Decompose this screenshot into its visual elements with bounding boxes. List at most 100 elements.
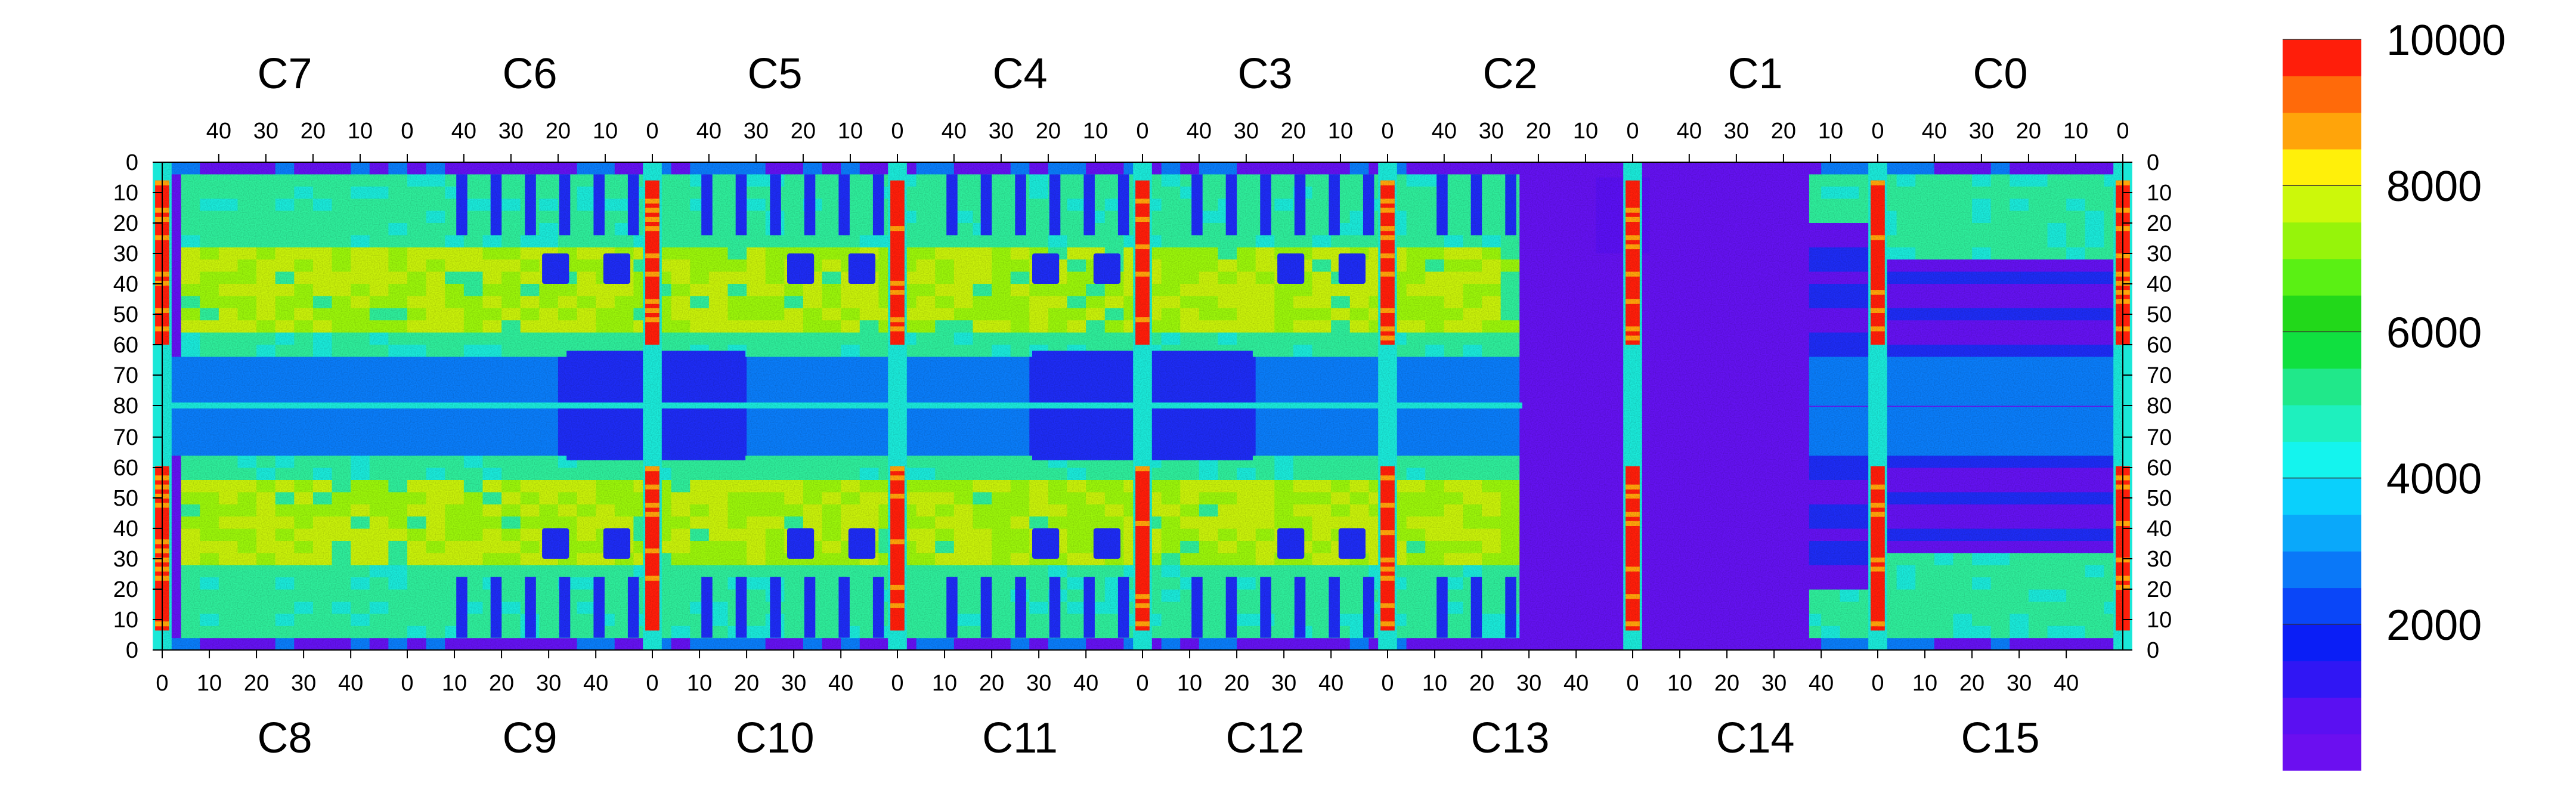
- x-tick-label-bottom: 0: [401, 671, 413, 696]
- y-tick-label-left: 70: [113, 363, 138, 388]
- y-tick-label-left: 40: [113, 516, 138, 541]
- x-tick-label-bottom: 40: [1318, 671, 1343, 696]
- y-tick-label-right: 60: [2147, 333, 2172, 358]
- y-tick-label-right: 20: [2147, 577, 2172, 602]
- x-tick-label-top: 0: [401, 119, 413, 144]
- x-tick-label-bottom: 20: [489, 671, 514, 696]
- y-tick-label-right: 80: [2147, 394, 2172, 419]
- x-tick-label-top: 20: [2016, 119, 2041, 144]
- x-tick-label-bottom: 40: [828, 671, 853, 696]
- x-tick-label-bottom: 20: [979, 671, 1004, 696]
- x-tick-label-top: 30: [744, 119, 769, 144]
- y-tick-label-right: 50: [2147, 302, 2172, 327]
- x-tick-label-top: 40: [1432, 119, 1457, 144]
- y-tick-label-right: 10: [2147, 181, 2172, 206]
- x-tick-label-bottom: 20: [1959, 671, 1984, 696]
- x-tick-label-top: 20: [301, 119, 326, 144]
- x-tick-label-bottom: 0: [646, 671, 658, 696]
- colorbar-level: [2283, 405, 2361, 442]
- chip-label-top: C4: [992, 50, 1047, 98]
- x-tick-label-bottom: 20: [1469, 671, 1494, 696]
- x-tick-label-bottom: 20: [1714, 671, 1739, 696]
- x-tick-label-top: 20: [1526, 119, 1551, 144]
- y-tick-label-left: 30: [113, 547, 138, 572]
- x-tick-label-top: 0: [891, 119, 903, 144]
- x-tick-label-top: 40: [1922, 119, 1947, 144]
- chip-label-bottom: C11: [982, 714, 1058, 762]
- y-tick-label-left: 60: [113, 333, 138, 358]
- x-tick-label-bottom: 40: [1563, 671, 1589, 696]
- chip-label-bottom: C14: [1716, 714, 1794, 762]
- x-tick-label-top: 20: [1771, 119, 1796, 144]
- x-tick-label-top: 40: [1677, 119, 1702, 144]
- y-tick-label-left: 70: [113, 425, 138, 450]
- x-tick-label-bottom: 30: [536, 671, 561, 696]
- chip-label-bottom: C9: [502, 714, 557, 762]
- x-tick-label-top: 40: [696, 119, 722, 144]
- x-tick-label-bottom: 0: [1871, 671, 1884, 696]
- chip-label-top: C1: [1727, 50, 1782, 98]
- x-tick-label-bottom: 0: [1136, 671, 1148, 696]
- x-tick-label-top: 0: [2116, 119, 2129, 144]
- colorbar-level: [2283, 624, 2361, 661]
- x-tick-label-top: 20: [546, 119, 571, 144]
- x-tick-label-bottom: 0: [1626, 671, 1639, 696]
- x-tick-label-top: 40: [1187, 119, 1212, 144]
- x-tick-label-bottom: 20: [734, 671, 759, 696]
- colorbar-level: [2283, 697, 2361, 735]
- colorbar-tick-label: 6000: [2386, 309, 2482, 357]
- colorbar-level: [2283, 222, 2361, 259]
- y-tick-label-right: 70: [2147, 363, 2172, 388]
- x-tick-label-bottom: 40: [2054, 671, 2079, 696]
- x-tick-label-bottom: 0: [891, 671, 903, 696]
- colorbar-level: [2283, 112, 2361, 150]
- colorbar-level: [2283, 185, 2361, 223]
- x-tick-label-top: 0: [1381, 119, 1394, 144]
- chip-label-bottom: C15: [1961, 714, 2039, 762]
- x-tick-label-top: 30: [1724, 119, 1749, 144]
- x-tick-label-bottom: 0: [156, 671, 168, 696]
- x-tick-label-bottom: 30: [1271, 671, 1296, 696]
- colorbar-level: [2283, 258, 2361, 296]
- x-tick-label-top: 20: [791, 119, 816, 144]
- colorbar-level: [2283, 733, 2361, 771]
- x-tick-label-bottom: 20: [1224, 671, 1249, 696]
- x-tick-label-top: 0: [1626, 119, 1639, 144]
- x-tick-label-bottom: 10: [687, 671, 712, 696]
- x-tick-label-bottom: 0: [1381, 671, 1394, 696]
- x-tick-label-top: 10: [593, 119, 618, 144]
- x-tick-label-top: 30: [1479, 119, 1504, 144]
- y-tick-label-left: 20: [113, 577, 138, 602]
- x-tick-label-top: 0: [1871, 119, 1884, 144]
- y-tick-label-left: 10: [113, 608, 138, 633]
- y-tick-label-right: 40: [2147, 516, 2172, 541]
- y-tick-label-right: 20: [2147, 211, 2172, 236]
- x-tick-label-top: 10: [1818, 119, 1843, 144]
- x-tick-label-top: 30: [499, 119, 524, 144]
- chip-label-top: C3: [1237, 50, 1292, 98]
- chip-label-top: C6: [502, 50, 557, 98]
- colorbar-tick-label: 4000: [2386, 456, 2482, 503]
- x-tick-label-top: 30: [1969, 119, 1994, 144]
- x-tick-label-bottom: 10: [1177, 671, 1202, 696]
- heatmap-texture: [162, 162, 2123, 650]
- x-tick-label-top: 30: [253, 119, 278, 144]
- colorbar-level: [2283, 368, 2361, 405]
- x-tick-label-top: 20: [1036, 119, 1061, 144]
- x-tick-label-bottom: 30: [1761, 671, 1787, 696]
- y-tick-label-left: 40: [113, 272, 138, 297]
- y-tick-label-left: 50: [113, 302, 138, 327]
- x-tick-label-bottom: 10: [1912, 671, 1937, 696]
- x-tick-label-top: 10: [1573, 119, 1598, 144]
- colorbar-level: [2283, 148, 2361, 186]
- y-tick-label-right: 70: [2147, 425, 2172, 450]
- colorbar-level: [2283, 478, 2361, 515]
- x-tick-label-bottom: 10: [1422, 671, 1447, 696]
- x-tick-label-top: 30: [1234, 119, 1259, 144]
- y-tick-label-right: 40: [2147, 272, 2172, 297]
- colorbar-level: [2283, 551, 2361, 589]
- colorbar-tick-label: 8000: [2386, 163, 2482, 210]
- y-tick-label-left: 60: [113, 456, 138, 481]
